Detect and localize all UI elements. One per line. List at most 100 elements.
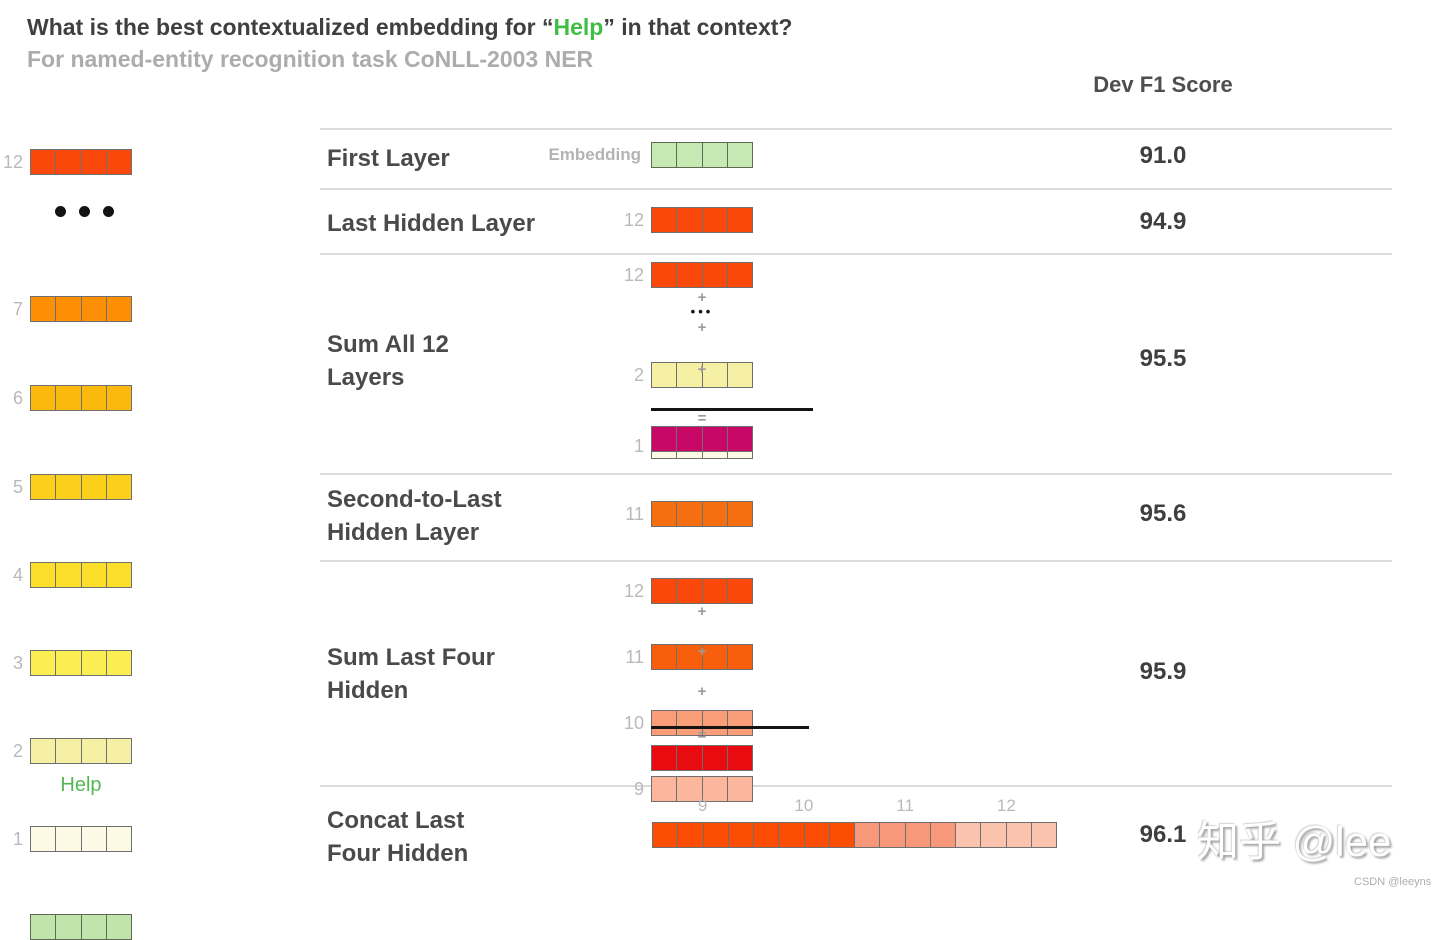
vector-cell <box>652 502 677 526</box>
layer-vector <box>30 914 132 940</box>
layer-vector <box>30 650 132 676</box>
diagram-last-hidden-layer: 12 <box>624 207 753 233</box>
vector-cell <box>105 386 131 410</box>
concat-group-label: 10 <box>794 796 814 815</box>
layer-number-label: 12 <box>623 210 644 230</box>
ellipsis-dots: ••• <box>690 304 714 319</box>
diagram-first-layer: Embedding <box>548 142 753 168</box>
vector-cell <box>726 263 752 287</box>
layer-number-label: 12 <box>2 152 23 172</box>
score-value: 95.5 <box>1139 345 1187 372</box>
sum-line <box>651 726 809 729</box>
vector-cell <box>652 777 677 801</box>
vector-cell <box>652 363 677 387</box>
vector-cell <box>726 363 752 387</box>
score-value: 96.1 <box>1139 821 1187 848</box>
layer-number-label: 12 <box>623 581 644 601</box>
vector-cell <box>31 386 56 410</box>
sum-line <box>651 408 813 411</box>
vector-cell <box>676 208 702 232</box>
layer-number-label: 1 <box>12 829 23 849</box>
vector-cell <box>31 651 56 675</box>
layer-number-label: 11 <box>625 504 644 524</box>
sum-result-vector <box>651 426 753 452</box>
layer-vector <box>651 644 753 670</box>
row-separator <box>320 560 1392 562</box>
vector-cell <box>652 746 677 770</box>
layer-vector <box>651 776 753 802</box>
vector-cell <box>31 827 56 851</box>
vector-cell <box>31 475 56 499</box>
vector-cell <box>55 475 81 499</box>
equals-operator: = <box>697 410 707 427</box>
vector-cell <box>80 915 106 939</box>
vector-cell <box>753 823 779 847</box>
vector-cell <box>726 502 752 526</box>
vector-cell <box>80 739 106 763</box>
vector-cell <box>955 823 981 847</box>
row-separator <box>320 188 1392 190</box>
vector-cell <box>726 427 752 451</box>
left-layer-embedding <box>30 914 132 940</box>
layer-number-label: 2 <box>12 741 23 761</box>
row-separator <box>320 128 1392 130</box>
vector-cell <box>80 475 106 499</box>
vector-cell <box>652 711 677 735</box>
vector-cell <box>31 563 56 587</box>
layer-vector <box>30 562 132 588</box>
vector-cell <box>652 208 677 232</box>
vector-cell <box>55 386 81 410</box>
vector-cell <box>676 711 702 735</box>
layer-vector <box>30 296 132 322</box>
vector-cell <box>726 746 752 770</box>
vector-cell <box>701 579 727 603</box>
vector-cell <box>676 427 702 451</box>
vector-cell <box>726 777 752 801</box>
left-layer-6: 6 <box>13 385 132 411</box>
score-value: 94.9 <box>1139 208 1187 235</box>
layer-number-label: 3 <box>12 653 23 673</box>
page-title: What is the best contextualized embeddin… <box>27 14 792 41</box>
vector-cell <box>701 427 727 451</box>
vector-cell <box>652 579 677 603</box>
vector-cell <box>80 651 106 675</box>
row-label-sum-all-12-layers: Sum All 12 Layers <box>327 331 449 391</box>
dot <box>103 206 114 217</box>
layer-number-label: 5 <box>12 477 23 497</box>
row-separator <box>320 785 1392 787</box>
token-layer-stack: 12 7 6 5 4 3 2 1 <box>0 0 132 940</box>
watermark-zhihu: 知乎 @lee <box>1197 818 1392 865</box>
vector-cell <box>701 777 727 801</box>
vector-cell <box>652 143 677 167</box>
left-layer-7: 7 <box>13 296 132 322</box>
layer-number-label: 11 <box>625 647 644 667</box>
vector-cell <box>55 297 81 321</box>
vector-cell <box>676 579 702 603</box>
vector-cell <box>726 711 752 735</box>
vector-cell <box>31 739 56 763</box>
plus-operator: + <box>697 289 707 306</box>
plus-operator: + <box>697 643 707 660</box>
vector-cell <box>105 297 131 321</box>
left-layer-12: 12 <box>3 149 132 175</box>
vector-cell <box>854 823 880 847</box>
vector-cell <box>726 579 752 603</box>
vector-cell <box>652 645 677 669</box>
vector-cell <box>726 143 752 167</box>
vector-cell <box>105 739 131 763</box>
vector-cell <box>676 502 702 526</box>
vector-cell <box>55 739 81 763</box>
vector-cell <box>879 823 905 847</box>
row-label-last-hidden-layer: Last Hidden Layer <box>327 210 536 237</box>
plus-operator: + <box>697 683 707 700</box>
vector-cell <box>1030 823 1056 847</box>
vector-cell <box>676 363 702 387</box>
vector-cell <box>677 823 703 847</box>
vector-cell <box>105 563 131 587</box>
dot <box>55 206 66 217</box>
ellipsis-dots <box>55 206 114 217</box>
concat-group-label: 9 <box>697 796 708 815</box>
score-value: 91.0 <box>1139 142 1187 169</box>
vector-cell <box>55 827 81 851</box>
vector-cell <box>778 823 804 847</box>
